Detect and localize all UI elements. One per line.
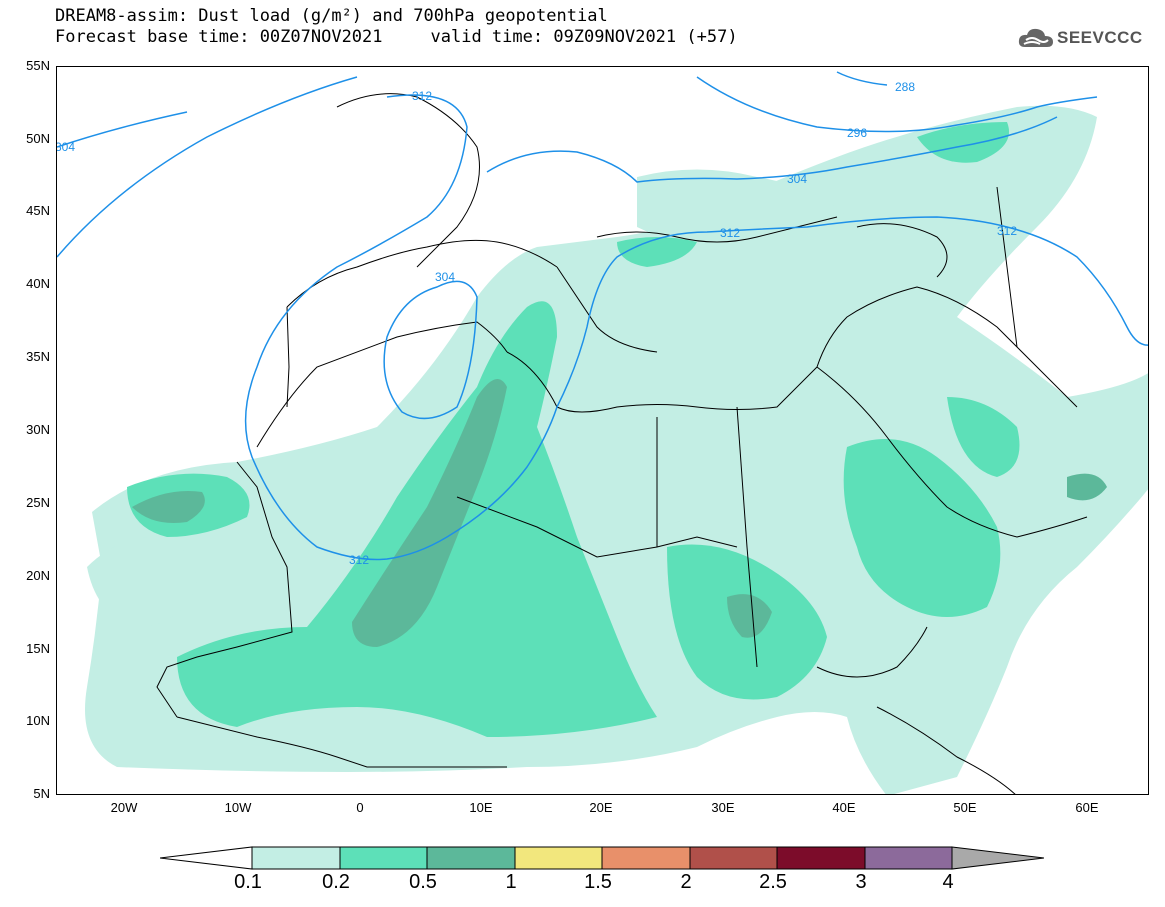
- colorbar: [159, 844, 1045, 876]
- forecast-base-time: Forecast base time: 00Z07NOV2021: [55, 27, 383, 47]
- contour-label: 312: [720, 226, 740, 240]
- lon-label: 40E: [832, 800, 856, 815]
- colorbar-segment: [776, 846, 866, 870]
- contour-label: 312: [412, 89, 432, 103]
- colorbar-label: 0.5: [409, 871, 437, 893]
- lat-label: 10N: [26, 713, 50, 728]
- lat-label: 30N: [26, 422, 50, 437]
- colorbar-label: 2: [680, 871, 692, 893]
- colorbar-label: 0.2: [322, 871, 350, 893]
- colorbar-label: 3: [855, 871, 867, 893]
- lon-label: 20E: [589, 800, 613, 815]
- lat-label: 45N: [26, 203, 50, 218]
- cloud-icon: [1018, 28, 1053, 47]
- dust-field-medium: [127, 122, 1020, 737]
- colorbar-segment: [514, 846, 603, 870]
- geopotential-contours: [57, 71, 1148, 561]
- colorbar-over-triangle: [951, 846, 1045, 870]
- colorbar-segment: [689, 846, 778, 870]
- dust-load-map: 288 296 304 304 304 312 312 312 312: [56, 66, 1149, 795]
- lon-label: 30E: [711, 800, 735, 815]
- colorbar-label: 4: [942, 871, 954, 893]
- contour-label: 312: [997, 224, 1017, 238]
- contour-label: 288: [895, 80, 915, 94]
- lat-label: 35N: [26, 349, 50, 364]
- colorbar-label: 1: [505, 871, 517, 893]
- lat-label: 5N: [33, 786, 50, 801]
- valid-time: valid time: 09Z09NOV2021 (+57): [430, 27, 738, 47]
- colorbar-segment: [339, 846, 428, 870]
- map-subtitle: Forecast base time: 00Z07NOV2021 valid ti…: [55, 27, 738, 47]
- lat-label: 25N: [26, 495, 50, 510]
- lon-label: 10E: [469, 800, 493, 815]
- contour-label: 304: [435, 270, 455, 284]
- lat-label: 20N: [26, 568, 50, 583]
- lat-label: 40N: [26, 276, 50, 291]
- lon-label: 50E: [953, 800, 977, 815]
- contour-label: 304: [787, 172, 807, 186]
- colorbar-under-triangle: [159, 846, 253, 870]
- logo-text: SEEVCCC: [1057, 28, 1143, 47]
- colorbar-label: 2.5: [759, 871, 787, 893]
- contour-labels: 288 296 304 304 304 312 312 312 312: [57, 80, 1017, 567]
- colorbar-label: 0.1: [234, 871, 262, 893]
- colorbar-segment: [864, 846, 953, 870]
- lon-label: 0: [356, 800, 364, 815]
- colorbar-label: 1.5: [584, 871, 612, 893]
- colorbar-segment: [426, 846, 516, 870]
- contour-label: 296: [847, 126, 867, 140]
- map-title: DREAM8-assim: Dust load (g/m²) and 700hP…: [55, 6, 608, 26]
- coastlines: [156, 93, 1088, 794]
- contour-label: 304: [57, 140, 75, 154]
- lon-label: 10W: [224, 800, 252, 815]
- seevccc-logo: SEEVCCC: [1018, 26, 1143, 50]
- lat-label: 15N: [26, 641, 50, 656]
- dust-field-high: [132, 379, 1107, 647]
- lon-label: 60E: [1075, 800, 1099, 815]
- colorbar-segment: [251, 846, 341, 870]
- contour-label: 312: [349, 553, 369, 567]
- colorbar-segment: [601, 846, 691, 870]
- lat-label: 55N: [26, 58, 50, 73]
- lon-label: 20W: [110, 800, 138, 815]
- lat-label: 50N: [26, 131, 50, 146]
